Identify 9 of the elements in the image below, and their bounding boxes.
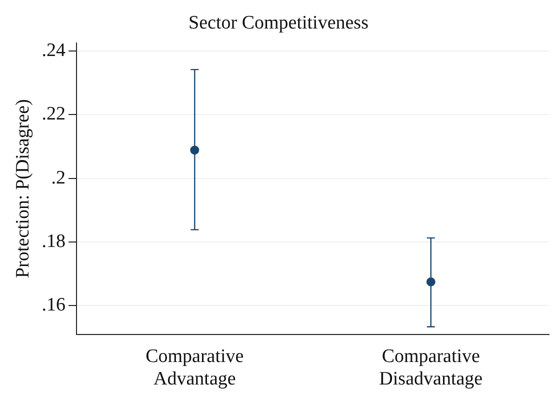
x-tick-label: Comparative Disadvantage — [379, 346, 483, 390]
y-tick-label: .16 — [42, 294, 66, 316]
y-tick-label: .24 — [42, 40, 66, 62]
y-tick-label: .2 — [51, 167, 66, 188]
y-axis-title: Protection: P(Disagree) — [12, 99, 34, 278]
y-tick-label: .18 — [42, 231, 66, 252]
x-tick-label: Comparative Advantage — [146, 346, 244, 390]
chart-title: Sector Competitiveness — [188, 12, 368, 34]
y-tick-label: .22 — [42, 104, 66, 125]
